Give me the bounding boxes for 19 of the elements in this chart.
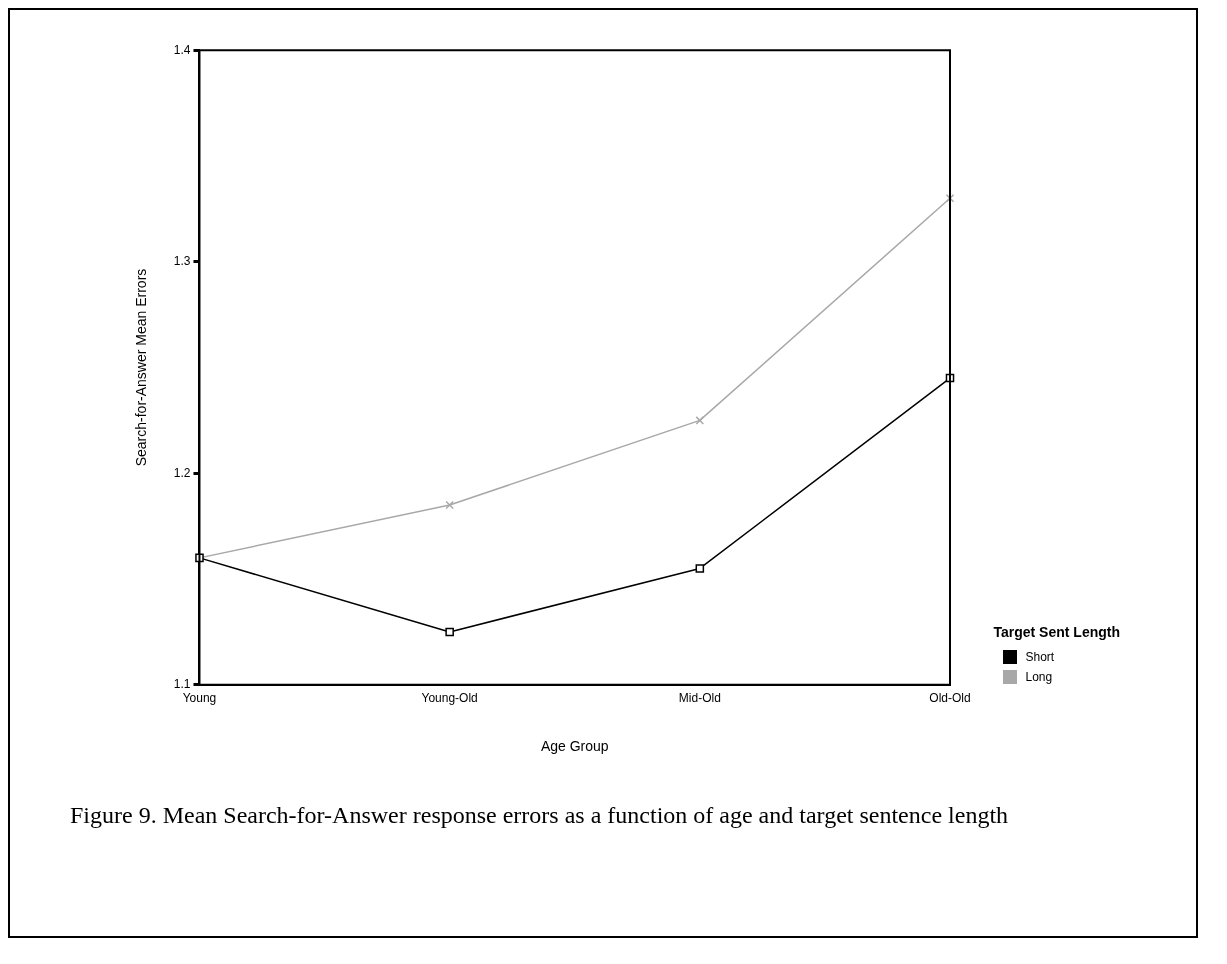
x-tick-label: Young-Old (421, 691, 478, 706)
x-tick-label: Young (182, 691, 217, 706)
point (695, 564, 705, 573)
point (945, 193, 955, 203)
x-tick-label: Mid-Old (678, 691, 721, 706)
y-axis-title: Search-for-Answer Mean Errors (133, 268, 150, 467)
point (445, 500, 454, 510)
legend-label: Long (1025, 670, 1053, 684)
x-tick-label: Old-Old (929, 691, 971, 706)
legend-label: Short (1025, 650, 1055, 664)
point (445, 627, 454, 637)
y-tick-label: 1.2 (173, 465, 191, 480)
y-tick-label: 1.4 (173, 42, 191, 57)
caption: Figure 9. Mean Search-for-Answer response errors as a function of age and target sentence length (70, 801, 1010, 830)
legend-title: Target Sent Length (993, 624, 1120, 640)
point (695, 416, 705, 425)
y-tick-label: 1.3 (173, 254, 191, 269)
y-tick-label: 1.1 (173, 677, 191, 692)
x-axis-title: Age Group (540, 738, 609, 755)
